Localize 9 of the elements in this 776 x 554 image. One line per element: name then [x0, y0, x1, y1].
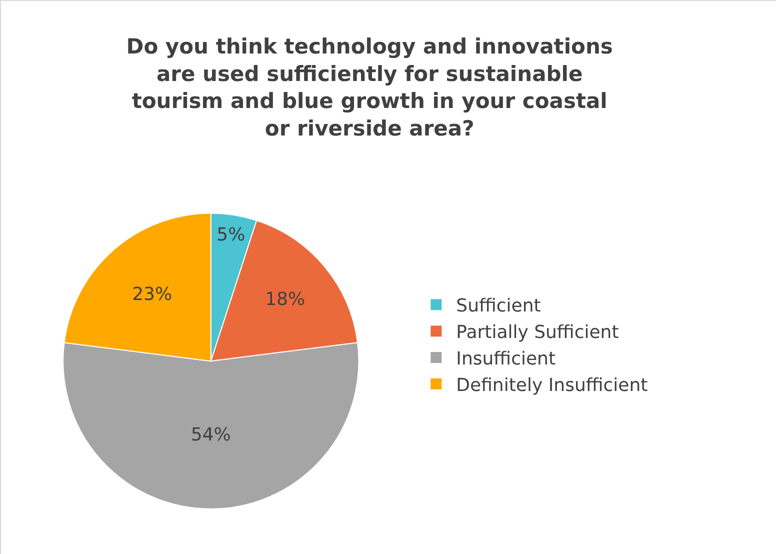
data-label: 23%: [132, 284, 172, 305]
data-label: 18%: [265, 289, 306, 310]
legend-label: Definitely Insufficient: [456, 374, 648, 396]
chart-title: Do you think technology and innovations are used sufficiently for sustainable tourism and blue growth in your coastal or riverside area?: [126, 34, 613, 141]
legend-label: Sufficient: [456, 296, 541, 317]
legend-label: Partially Sufficient: [456, 322, 619, 344]
data-label: 54%: [190, 424, 231, 446]
legend-label: Insufficient: [456, 348, 556, 370]
data-label: 5%: [216, 224, 246, 246]
